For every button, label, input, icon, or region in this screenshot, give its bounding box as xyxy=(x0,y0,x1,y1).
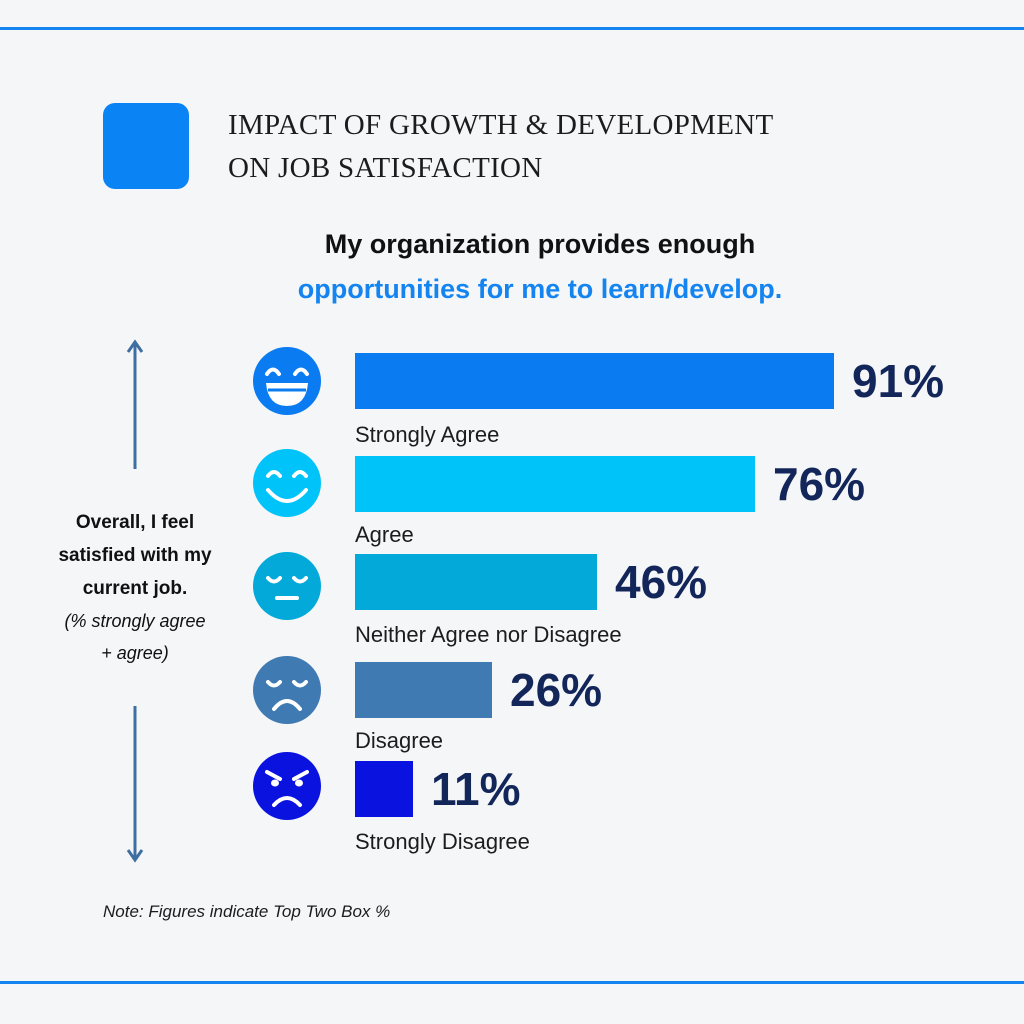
side-line-1: Overall, I feel xyxy=(75,512,195,533)
question-line-1: My organization provides enough xyxy=(324,229,756,259)
value-label-strongly-agree: 91% xyxy=(852,355,945,407)
bar-agree xyxy=(355,456,755,512)
value-label-neither: 46% xyxy=(615,556,708,608)
bar-strongly-disagree xyxy=(355,761,413,817)
category-label-disagree: Disagree xyxy=(355,728,444,753)
angry-face-icon xyxy=(253,752,321,820)
down-arrow-icon xyxy=(126,706,144,863)
side-line-4: (% strongly agree xyxy=(64,611,206,631)
logo-square xyxy=(103,103,189,189)
satisfaction-label: Overall, I feel satisfied with my curren… xyxy=(30,506,240,669)
top-divider xyxy=(0,27,1024,30)
category-label-strongly-agree: Strongly Agree xyxy=(355,422,500,447)
side-line-3: current job. xyxy=(82,578,188,599)
bar-strongly-agree xyxy=(355,353,834,409)
bar-neither xyxy=(355,554,597,610)
value-label-agree: 76% xyxy=(773,458,866,510)
chart-question: My organization provides enough opportun… xyxy=(180,222,900,312)
category-label-agree: Agree xyxy=(355,522,414,547)
side-line-2: satisfied with my xyxy=(58,545,212,566)
category-label-strongly-disagree: Strongly Disagree xyxy=(355,829,530,854)
page-title: IMPACT OF GROWTH & DEVELOPMENT ON JOB SA… xyxy=(228,104,774,190)
title-line-1: IMPACT OF GROWTH & DEVELOPMENT xyxy=(228,109,774,141)
bottom-divider xyxy=(0,981,1024,984)
value-label-disagree: 26% xyxy=(510,664,603,716)
bar-disagree xyxy=(355,662,492,718)
question-line-2: opportunities for me to learn/develop. xyxy=(297,274,783,304)
side-line-5: + agree) xyxy=(101,643,169,663)
smiling-face-icon xyxy=(253,449,321,517)
laughing-face-icon xyxy=(253,347,321,415)
neutral-face-icon xyxy=(253,552,321,620)
sad-face-icon xyxy=(253,656,321,724)
up-arrow-icon xyxy=(126,339,144,469)
title-line-2: ON JOB SATISFACTION xyxy=(228,152,543,184)
category-label-neither: Neither Agree nor Disagree xyxy=(355,622,622,647)
value-label-strongly-disagree: 11% xyxy=(431,763,521,815)
footnote: Note: Figures indicate Top Two Box % xyxy=(103,902,391,921)
